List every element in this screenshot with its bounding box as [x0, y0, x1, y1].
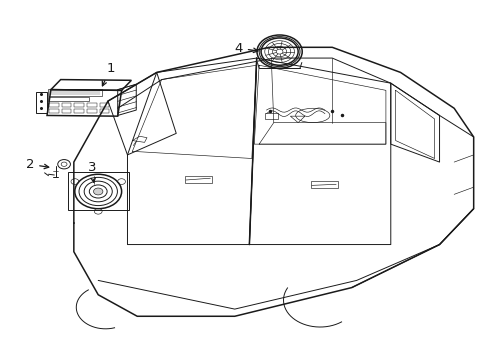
- Bar: [61, 103, 71, 107]
- Bar: [100, 109, 109, 113]
- Text: 1: 1: [102, 62, 114, 86]
- Bar: [265, 113, 277, 119]
- Bar: [74, 103, 84, 107]
- Bar: [87, 103, 97, 107]
- Text: 4: 4: [234, 42, 257, 55]
- Circle shape: [93, 188, 102, 195]
- Bar: [100, 103, 109, 107]
- Text: 2: 2: [26, 158, 49, 171]
- Text: 3: 3: [87, 161, 96, 182]
- Bar: [49, 103, 59, 107]
- Bar: [61, 109, 71, 113]
- Bar: [48, 89, 102, 96]
- Bar: [49, 109, 59, 113]
- Bar: [310, 181, 337, 188]
- Bar: [184, 176, 211, 183]
- Bar: [68, 172, 128, 211]
- Bar: [48, 97, 89, 101]
- Bar: [74, 109, 84, 113]
- Bar: [87, 109, 97, 113]
